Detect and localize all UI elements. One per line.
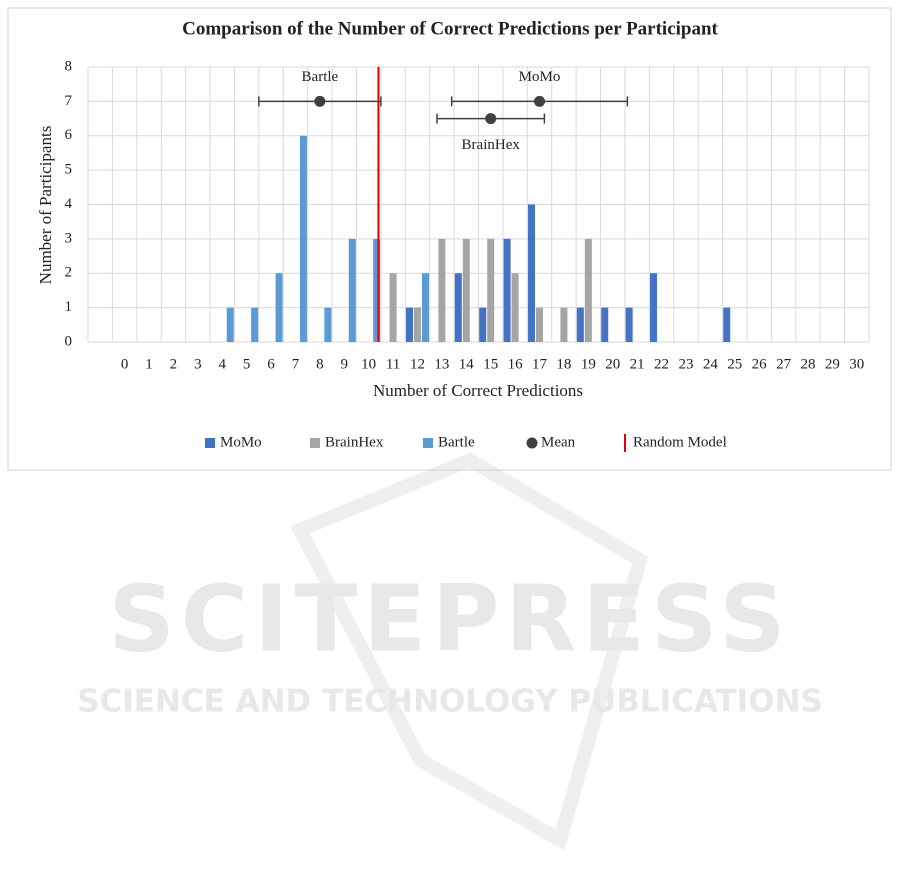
bar (405, 307, 413, 342)
x-tick-label: 2 (170, 356, 178, 372)
y-tick-label: 4 (65, 196, 73, 212)
bar (373, 238, 381, 342)
legend-label: Mean (541, 434, 576, 450)
bar (251, 307, 259, 342)
mean-point (314, 95, 326, 107)
x-tick-label: 28 (800, 356, 815, 372)
bar (650, 273, 658, 342)
x-tick-label: 11 (386, 356, 400, 372)
x-tick-label: 6 (267, 356, 275, 372)
x-tick-label: 30 (849, 356, 864, 372)
bar (299, 135, 307, 342)
bar (528, 204, 536, 342)
bar (324, 307, 332, 342)
bar (421, 273, 429, 342)
x-tick-label: 0 (121, 356, 129, 372)
bar (560, 307, 568, 342)
chart-title: Comparison of the Number of Correct Pred… (182, 18, 718, 39)
x-tick-label: 13 (434, 356, 449, 372)
bar (438, 238, 446, 342)
bar (275, 273, 283, 342)
x-tick-label: 17 (532, 356, 548, 372)
y-tick-label: 1 (65, 299, 73, 315)
mean-label: MoMo (519, 69, 561, 85)
mean-point (485, 113, 497, 125)
y-tick-label: 2 (65, 265, 73, 281)
legend-swatch (310, 438, 320, 448)
bar (536, 307, 544, 342)
x-tick-label: 14 (459, 356, 475, 372)
chart-frame (7, 7, 892, 471)
watermark-subtitle: SCIENCE AND TECHNOLOGY PUBLICATIONS (77, 684, 823, 720)
bar (226, 307, 234, 342)
x-tick-label: 26 (752, 356, 768, 372)
mean-point (534, 95, 546, 107)
bar (503, 238, 511, 342)
x-tick-label: 22 (654, 356, 669, 372)
x-tick-label: 1 (145, 356, 153, 372)
x-tick-label: 15 (483, 356, 498, 372)
legend-swatch (423, 438, 433, 448)
bar (348, 238, 356, 342)
watermark-shape (290, 452, 649, 851)
legend-label: Random Model (633, 434, 727, 450)
x-tick-label: 3 (194, 356, 202, 372)
legend-label: BrainHex (325, 434, 384, 450)
bar (462, 238, 470, 342)
x-tick-label: 7 (292, 356, 300, 372)
bar (389, 273, 397, 342)
y-tick-label: 6 (65, 127, 73, 143)
x-tick-label: 18 (556, 356, 571, 372)
mean-label: BrainHex (462, 137, 521, 153)
bar (413, 307, 421, 342)
bar (454, 273, 462, 342)
x-tick-label: 20 (605, 356, 620, 372)
y-axis-label: Number of Participants (36, 126, 55, 285)
x-tick-label: 12 (410, 356, 425, 372)
bar (511, 273, 519, 342)
bar (625, 307, 633, 342)
bar (479, 307, 487, 342)
legend-label: MoMo (220, 434, 262, 450)
x-tick-label: 4 (218, 356, 226, 372)
y-tick-label: 7 (65, 93, 73, 109)
x-tick-label: 9 (341, 356, 349, 372)
x-axis-label: Number of Correct Predictions (373, 381, 583, 400)
x-tick-label: 29 (825, 356, 840, 372)
x-tick-label: 24 (703, 356, 719, 372)
x-tick-label: 19 (581, 356, 596, 372)
x-tick-label: 23 (678, 356, 693, 372)
bar (584, 238, 592, 342)
x-tick-label: 8 (316, 356, 324, 372)
x-tick-label: 16 (508, 356, 524, 372)
x-tick-label: 21 (630, 356, 645, 372)
bar (576, 307, 584, 342)
x-tick-label: 5 (243, 356, 251, 372)
mean-label: Bartle (302, 69, 339, 85)
x-tick-label: 10 (361, 356, 376, 372)
x-tick-label: 27 (776, 356, 792, 372)
y-tick-label: 0 (65, 333, 73, 349)
bar (487, 238, 495, 342)
legend-swatch (526, 437, 538, 449)
y-tick-label: 3 (65, 230, 73, 246)
x-tick-label: 25 (727, 356, 742, 372)
bar (723, 307, 731, 342)
y-tick-label: 5 (65, 162, 73, 178)
watermark-title: SCITEPRESS (108, 565, 791, 672)
legend-swatch (205, 438, 215, 448)
bar (601, 307, 609, 342)
y-tick-label: 8 (65, 58, 73, 74)
legend-label: Bartle (438, 434, 475, 450)
